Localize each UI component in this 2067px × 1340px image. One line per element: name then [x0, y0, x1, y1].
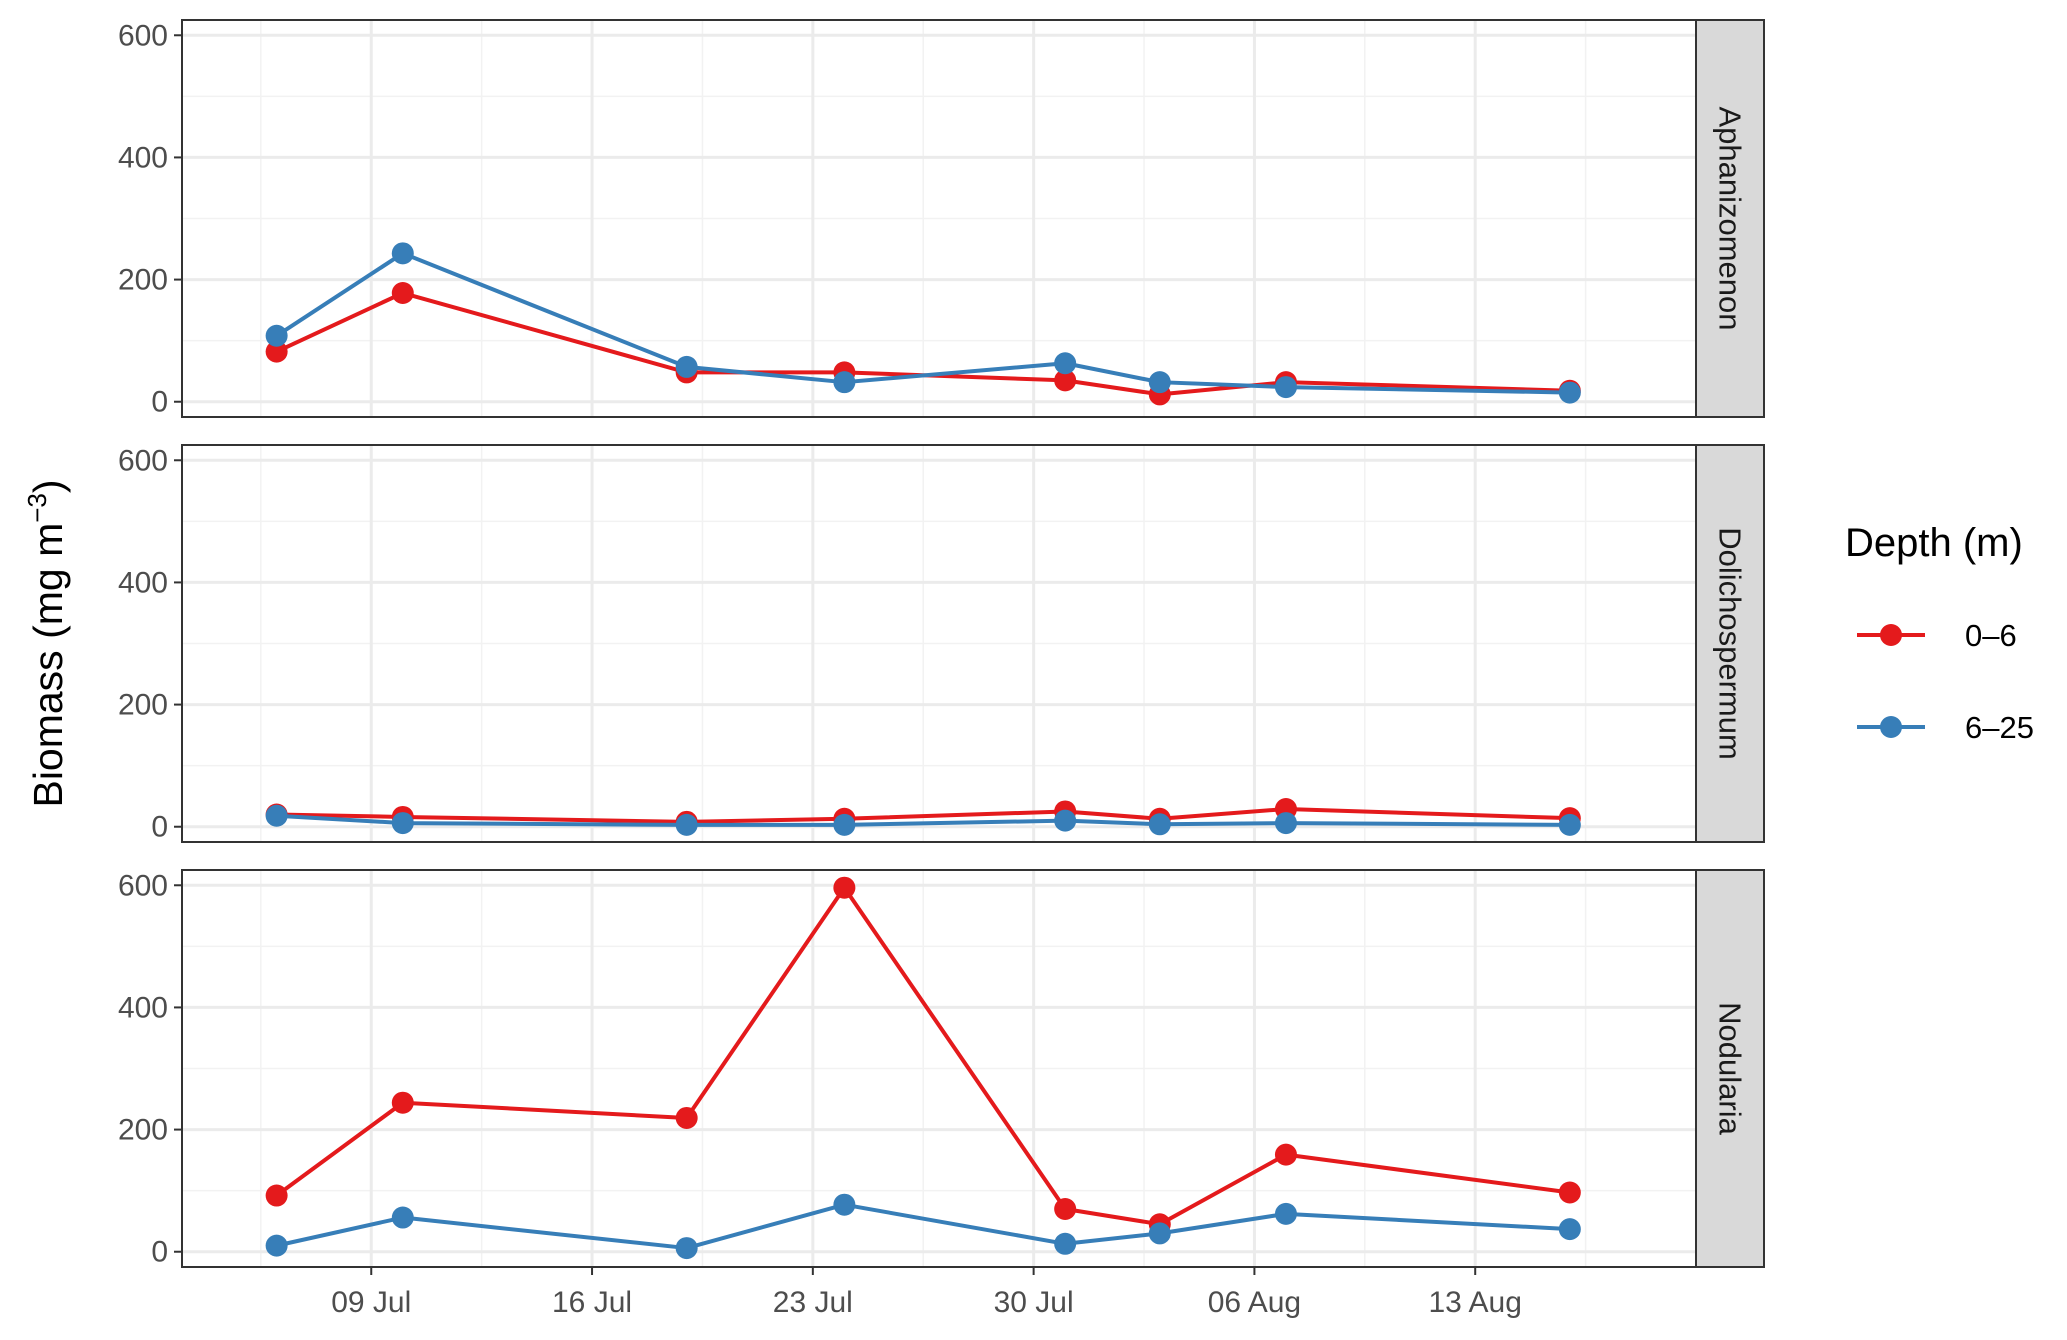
data-point [1274, 1143, 1297, 1166]
data-point [1274, 376, 1297, 399]
series-line-6–25 [276, 813, 1570, 827]
series-line-0–6 [276, 807, 1570, 824]
data-point [391, 1091, 414, 1114]
x-tick-label: 30 Jul [994, 1286, 1074, 1319]
data-point [1558, 813, 1581, 836]
data-point [1054, 809, 1077, 832]
legend-key-point [1880, 624, 1902, 646]
facet-strip-label: Nodularia [1713, 1002, 1748, 1135]
y-tick-label: 400 [118, 991, 168, 1024]
data-point [1148, 371, 1171, 394]
data-point [265, 1234, 288, 1257]
data-point [265, 1184, 288, 1207]
facet-strip [1695, 19, 1765, 418]
y-tick-label: 400 [118, 141, 168, 174]
data-point [1054, 1232, 1077, 1255]
data-point [675, 355, 698, 378]
y-axis-title: Biomass (mg m−3) [22, 479, 71, 807]
data-point [1054, 369, 1077, 392]
data-point [675, 1237, 698, 1260]
x-tick-label: 23 Jul [773, 1286, 853, 1319]
data-point [391, 242, 414, 265]
data-point [1148, 1222, 1171, 1245]
data-point [391, 282, 414, 305]
data-point [265, 324, 288, 347]
y-tick-label: 600 [118, 19, 168, 52]
series-line-0–6 [275, 885, 1571, 1227]
x-tick-label: 13 Aug [1428, 1286, 1521, 1319]
data-point [1274, 812, 1297, 835]
data-point [1274, 1202, 1297, 1225]
data-point [391, 1206, 414, 1229]
legend-label: 0–6 [1965, 618, 2017, 653]
legend-key-point [1880, 716, 1902, 738]
data-point [1558, 1218, 1581, 1241]
legend: Depth (m) 0–6 6–25 [1845, 521, 2034, 745]
legend-label: 6–25 [1965, 710, 2034, 745]
panel-dolichospermum: 0 200 400 600 Dolichospermum [118, 444, 1765, 844]
y-tick-label: 0 [151, 1236, 168, 1269]
facet-strip-label: Dolichospermum [1713, 527, 1748, 760]
data-point [1148, 813, 1171, 836]
y-tick-label: 0 [151, 811, 168, 844]
data-point [675, 813, 698, 836]
x-tick-label: 16 Jul [552, 1286, 632, 1319]
facet-strip [1695, 869, 1765, 1268]
series-line-0–6 [275, 291, 1570, 397]
y-tick-label: 0 [151, 386, 168, 419]
legend-title: Depth (m) [1845, 521, 2023, 565]
series-line-6–25 [276, 1202, 1570, 1251]
data-point [833, 371, 856, 394]
x-tick-label: 09 Jul [331, 1286, 411, 1319]
panel-nodularia: 0 200 400 600 Nodularia [118, 869, 1765, 1269]
data-point [1054, 352, 1077, 375]
data-point [675, 1106, 698, 1129]
data-point [265, 340, 288, 363]
data-point [1558, 1181, 1581, 1204]
data-point [833, 1193, 856, 1216]
facet-strip-label: Aphanizomenon [1713, 106, 1748, 330]
data-point [833, 876, 856, 899]
y-tick-label: 600 [118, 444, 168, 477]
data-point [1558, 381, 1581, 404]
panel-aphanizomenon: 0 200 400 600 Aphanizomenon [118, 19, 1765, 419]
x-tick-label: 06 Aug [1208, 1286, 1301, 1319]
facet-strip [1695, 444, 1765, 843]
series-line-6–25 [275, 251, 1570, 395]
data-point [833, 813, 856, 836]
y-tick-label: 200 [118, 1114, 168, 1147]
y-tick-label: 200 [118, 689, 168, 722]
data-point [391, 812, 414, 835]
y-tick-label: 600 [118, 869, 168, 902]
y-tick-label: 200 [118, 264, 168, 297]
data-point [265, 804, 288, 827]
data-point [1054, 1197, 1077, 1220]
y-tick-label: 400 [118, 566, 168, 599]
